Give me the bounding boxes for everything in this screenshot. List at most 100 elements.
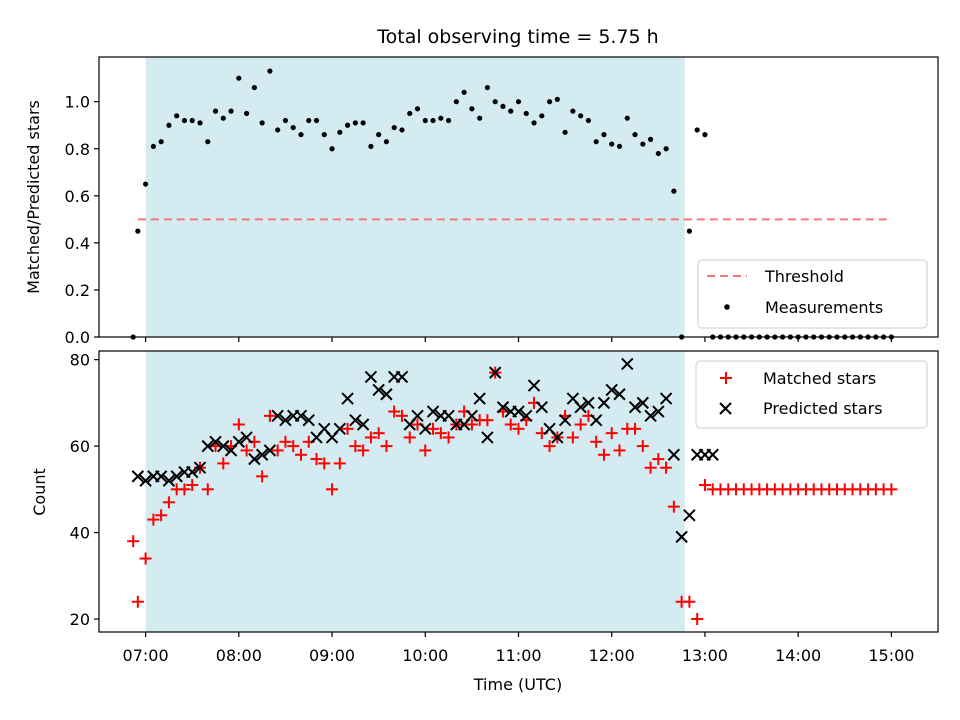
measurement-point [244, 110, 250, 117]
measurement-point [609, 141, 615, 147]
matched-star-point [691, 613, 704, 626]
measurement-point [290, 124, 296, 131]
measurement-point [593, 139, 599, 145]
predicted-star-point [419, 422, 432, 436]
measurement-point [647, 136, 654, 142]
matched-star-point [326, 483, 339, 496]
matched-star-point [403, 431, 416, 444]
bottom-y-tick-label: 80 [70, 351, 90, 370]
measurement-point [321, 132, 327, 138]
predicted-star-point [589, 413, 603, 427]
measurement-point [546, 99, 553, 105]
predicted-star-point [209, 435, 222, 448]
measurement-point [414, 106, 421, 112]
measurement-point [399, 127, 405, 133]
predicted-star-point [621, 357, 634, 371]
measurement-point [212, 108, 219, 114]
matched-star-point [271, 444, 284, 457]
matched-star-point [131, 595, 144, 608]
matched-star-point [186, 479, 199, 492]
x-tick-label: 11:00 [495, 646, 541, 665]
predicted-star-point [380, 388, 393, 401]
measurement-point [671, 188, 677, 194]
matched-star-point [263, 409, 276, 422]
predicted-star-point [372, 383, 385, 397]
predicted-star-point [131, 470, 145, 483]
matched-star-point [310, 453, 323, 466]
predicted-star-point [667, 448, 681, 461]
measurement-point [422, 117, 428, 124]
matched-star-point [240, 444, 253, 457]
top-y-tick-label: 1.0 [65, 93, 90, 112]
predicted-star-point [279, 413, 292, 427]
measurement-point [197, 120, 203, 126]
measurement-point [663, 146, 669, 152]
matched-star-point [683, 595, 696, 608]
predicted-star-point [426, 405, 440, 418]
matched-star-point [256, 470, 269, 483]
legend-matched-label: Matched stars [763, 369, 876, 388]
predicted-star-point [294, 409, 308, 423]
matched-star-point [629, 422, 642, 435]
x-tick-label: 07:00 [123, 646, 169, 665]
matched-star-point [660, 461, 673, 474]
predicted-star-point [186, 465, 199, 479]
predicted-star-point [636, 396, 650, 410]
predicted-star-point [496, 400, 510, 414]
matched-star-point [442, 431, 455, 444]
top-y-ticks: 0.0 0.2 0.4 0.6 0.8 1.0 [65, 93, 99, 347]
top-y-tick-label: 0.4 [65, 234, 90, 253]
predicted-star-point [706, 448, 719, 461]
measurement-point [228, 108, 234, 114]
legend-threshold-label: Threshold [764, 267, 844, 286]
predicted-star-point [364, 370, 378, 384]
predicted-star-point [473, 392, 486, 405]
matched-star-point [574, 418, 587, 431]
matched-star-point [341, 422, 354, 435]
predicted-star-point [683, 509, 696, 522]
top-legend: Threshold Measurements [697, 259, 928, 329]
measurement-point [259, 120, 265, 126]
matched-star-point [287, 440, 300, 453]
measurement-point [492, 99, 498, 105]
legend-measurements-label: Measurements [765, 298, 883, 317]
matched-star-point [481, 414, 494, 427]
measurement-point [267, 68, 273, 74]
measurement-point [655, 150, 661, 157]
predicted-star-point [512, 405, 525, 418]
legend-predicted-label: Predicted stars [763, 399, 883, 418]
predicted-star-point [659, 392, 673, 405]
predicted-star-point [162, 474, 176, 487]
measurement-point [275, 127, 281, 133]
matched-star-point [465, 418, 478, 431]
top-observing-window-shade [145, 57, 685, 337]
measurement-point [391, 124, 397, 131]
measurement-point [461, 89, 467, 95]
top-y-tick-label: 0.0 [65, 328, 90, 347]
predicted-star-point [558, 413, 572, 427]
matched-star-point [147, 513, 160, 526]
predicted-star-point [248, 452, 261, 466]
matched-star-point [380, 440, 393, 453]
bottom-y-axis-label: Count [30, 468, 49, 516]
predicted-star-point [170, 470, 183, 483]
measurement-point [174, 113, 180, 119]
matched-star-point [139, 552, 152, 565]
measurement-point [344, 122, 351, 128]
bottom-y-tick-label: 40 [70, 524, 90, 543]
matched-star-point [178, 483, 191, 496]
predicted-star-point [652, 405, 665, 418]
matched-star-point [388, 405, 401, 418]
measurement-point [329, 146, 335, 152]
predicted-star-point [628, 400, 642, 414]
x-axis-label: Time (UTC) [473, 675, 562, 694]
measurement-point [189, 117, 195, 124]
matched-star-point [232, 418, 245, 431]
matched-star-point [566, 431, 579, 444]
matched-star-point [613, 444, 626, 457]
measurement-point [383, 139, 390, 145]
predicted-star-point [574, 400, 587, 414]
predicted-star-point [201, 439, 214, 453]
measurement-point [523, 110, 529, 117]
